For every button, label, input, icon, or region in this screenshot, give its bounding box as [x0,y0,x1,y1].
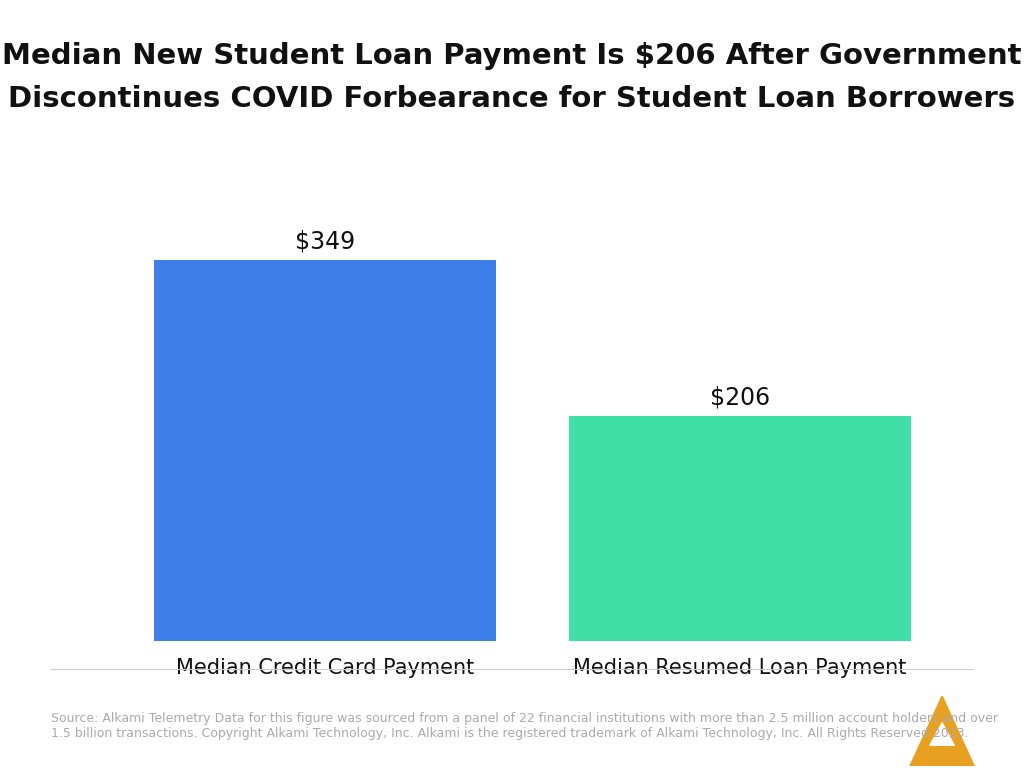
Polygon shape [910,696,975,766]
Text: Median New Student Loan Payment Is $206 After Government: Median New Student Loan Payment Is $206 … [2,42,1022,70]
Text: Source: Alkami Telemetry Data for this figure was sourced from a panel of 22 fin: Source: Alkami Telemetry Data for this f… [51,712,998,740]
Bar [568,417,911,641]
Text: $349: $349 [295,230,355,254]
Text: Discontinues COVID Forbearance for Student Loan Borrowers: Discontinues COVID Forbearance for Stude… [8,85,1016,113]
Text: $206: $206 [710,386,770,410]
Polygon shape [930,723,954,745]
Bar [154,260,497,641]
